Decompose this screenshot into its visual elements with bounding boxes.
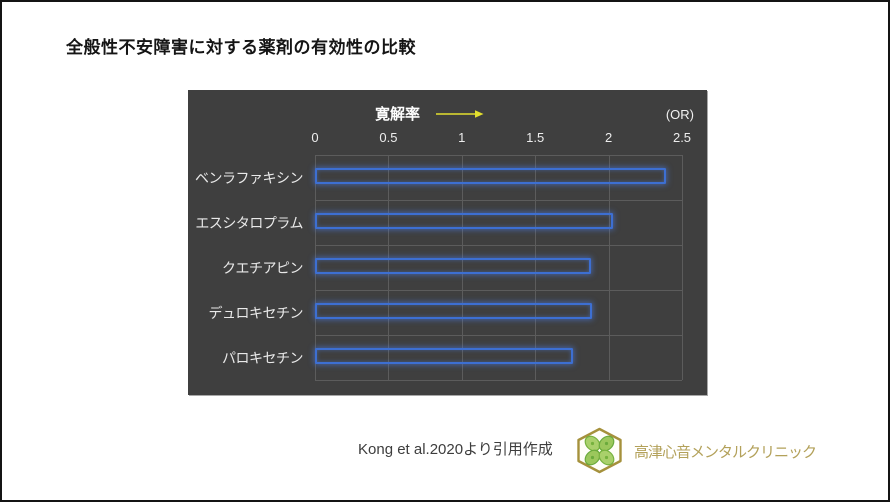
- x-tick-label: 1.5: [526, 130, 545, 145]
- gridline-horizontal: [315, 290, 682, 291]
- category-label: パロキセチン: [222, 349, 304, 366]
- clinic-logo-icon: [577, 427, 622, 474]
- gridline-horizontal: [315, 200, 682, 201]
- gridline-vertical: [388, 155, 390, 380]
- x-tick-label: 0: [311, 130, 319, 145]
- bar-ベンラファキシン: [315, 167, 666, 184]
- x-tick-label: 0.5: [379, 130, 398, 145]
- gridline-vertical: [608, 155, 610, 380]
- category-label: デュロキセチン: [208, 304, 304, 321]
- x-tick-label: 1: [458, 130, 466, 145]
- bar-デュロキセチン: [315, 302, 593, 319]
- citation-text: Kong et al.2020より引用作成: [358, 441, 553, 458]
- page-title: 全般性不安障害に対する薬剤の有効性の比較: [66, 38, 416, 57]
- x-axis: 0 0.5 1 1.5 2 2.5: [311, 90, 691, 395]
- unit-label: (OR): [665, 107, 694, 122]
- x-tick-label: 2: [604, 130, 613, 145]
- bar-エスシタロプラム: [315, 212, 613, 229]
- gridline-horizontal: [315, 380, 682, 381]
- x-tick-label: 2.5: [672, 130, 692, 145]
- bar-クエチアピン: [315, 257, 591, 274]
- axis-annotation-label: 寛解率: [375, 106, 421, 123]
- chart-panel: 寛解率 (OR) 0 0.5 1 1.5 2 2.5 ベンラファキシン エスシタロプラムクエ…: [188, 90, 707, 395]
- gridline-horizontal: [315, 155, 682, 156]
- category-axis: ベンラファキシン エスシタロプラムクエチアピンデュロキセチンパロキセチン: [188, 155, 304, 380]
- right-arrow-icon: [436, 110, 484, 118]
- clinic-name: 高津心音メンタルクリニック: [634, 444, 817, 461]
- plot-area: [315, 155, 683, 381]
- category-label: エスシタロプラム: [195, 214, 303, 231]
- gridline-vertical: [682, 155, 683, 380]
- category-label: ベンラファキシン: [195, 169, 304, 186]
- gridline-vertical: [535, 155, 537, 380]
- bar-パロキセチン: [315, 347, 574, 364]
- gridline-horizontal: [315, 245, 682, 246]
- gridline-vertical: [461, 155, 463, 380]
- gridline-horizontal: [315, 335, 682, 336]
- category-label: クエチアピン: [222, 259, 304, 276]
